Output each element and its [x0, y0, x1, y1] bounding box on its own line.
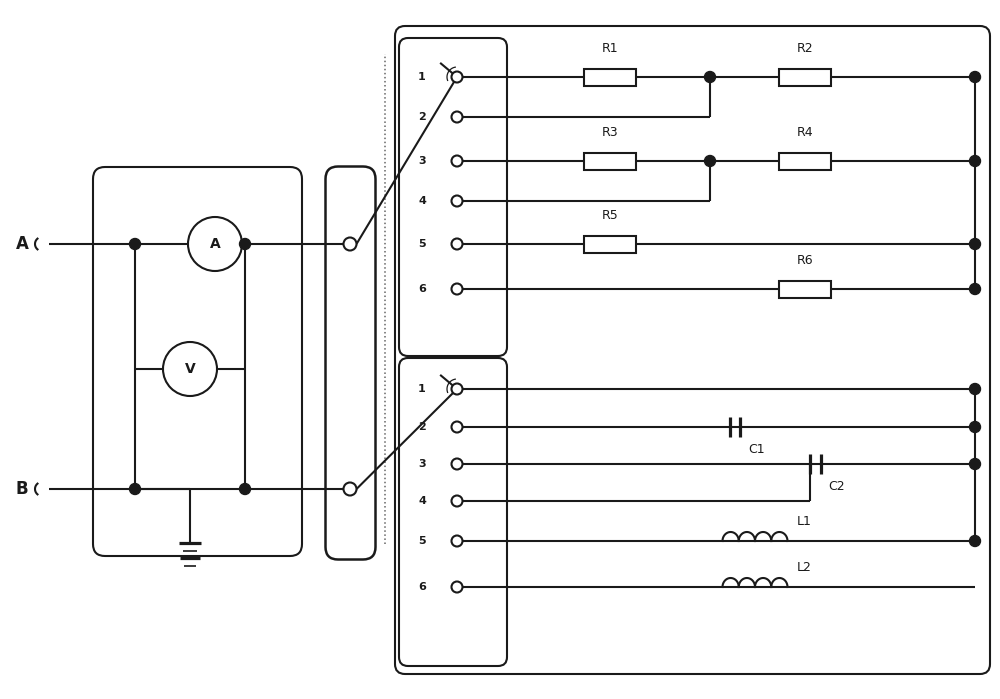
FancyBboxPatch shape [395, 26, 990, 674]
Text: 5: 5 [418, 239, 426, 249]
Circle shape [704, 71, 716, 82]
Text: A: A [210, 237, 220, 251]
Circle shape [704, 155, 716, 166]
Circle shape [130, 238, 140, 250]
Circle shape [240, 238, 251, 250]
Text: R2: R2 [797, 42, 813, 55]
FancyBboxPatch shape [399, 38, 507, 356]
Circle shape [970, 459, 980, 470]
Circle shape [344, 238, 356, 250]
Text: C2: C2 [828, 480, 845, 493]
Text: V: V [185, 362, 195, 376]
Circle shape [130, 484, 140, 494]
Circle shape [344, 482, 356, 496]
Circle shape [240, 484, 251, 494]
Circle shape [452, 459, 462, 470]
Text: B: B [16, 480, 28, 498]
Text: 6: 6 [418, 582, 426, 592]
Circle shape [452, 496, 462, 507]
Text: 4: 4 [418, 496, 426, 506]
Text: 2: 2 [418, 112, 426, 122]
Circle shape [970, 384, 980, 394]
Circle shape [452, 196, 462, 206]
Text: L2: L2 [797, 561, 812, 574]
Circle shape [970, 284, 980, 294]
Text: A: A [16, 235, 28, 253]
Circle shape [970, 155, 980, 166]
Text: 2: 2 [418, 422, 426, 432]
Text: 5: 5 [418, 536, 426, 546]
Circle shape [452, 421, 462, 433]
Text: L1: L1 [797, 515, 812, 528]
Circle shape [452, 112, 462, 122]
Circle shape [188, 217, 242, 271]
Circle shape [970, 238, 980, 250]
Circle shape [452, 284, 462, 294]
Text: R1: R1 [602, 42, 618, 55]
FancyBboxPatch shape [93, 167, 302, 556]
FancyBboxPatch shape [779, 280, 831, 298]
Text: 3: 3 [418, 156, 426, 166]
Circle shape [452, 384, 462, 394]
Text: R4: R4 [797, 126, 813, 139]
Circle shape [163, 342, 217, 396]
FancyBboxPatch shape [326, 166, 376, 559]
FancyBboxPatch shape [779, 152, 831, 169]
Circle shape [452, 238, 462, 250]
Text: 4: 4 [418, 196, 426, 206]
Text: 3: 3 [418, 459, 426, 469]
FancyBboxPatch shape [584, 152, 636, 169]
FancyBboxPatch shape [779, 69, 831, 85]
FancyBboxPatch shape [399, 358, 507, 666]
Circle shape [970, 421, 980, 433]
Text: R3: R3 [602, 126, 618, 139]
Circle shape [452, 582, 462, 593]
Text: 6: 6 [418, 284, 426, 294]
FancyBboxPatch shape [584, 69, 636, 85]
Circle shape [452, 155, 462, 166]
FancyBboxPatch shape [584, 236, 636, 252]
Text: R5: R5 [602, 209, 618, 222]
Circle shape [970, 71, 980, 82]
Text: R6: R6 [797, 254, 813, 267]
Circle shape [970, 535, 980, 547]
Text: 1: 1 [418, 72, 426, 82]
Circle shape [452, 71, 462, 82]
Circle shape [452, 535, 462, 547]
Text: C1: C1 [748, 443, 765, 456]
Text: 1: 1 [418, 384, 426, 394]
